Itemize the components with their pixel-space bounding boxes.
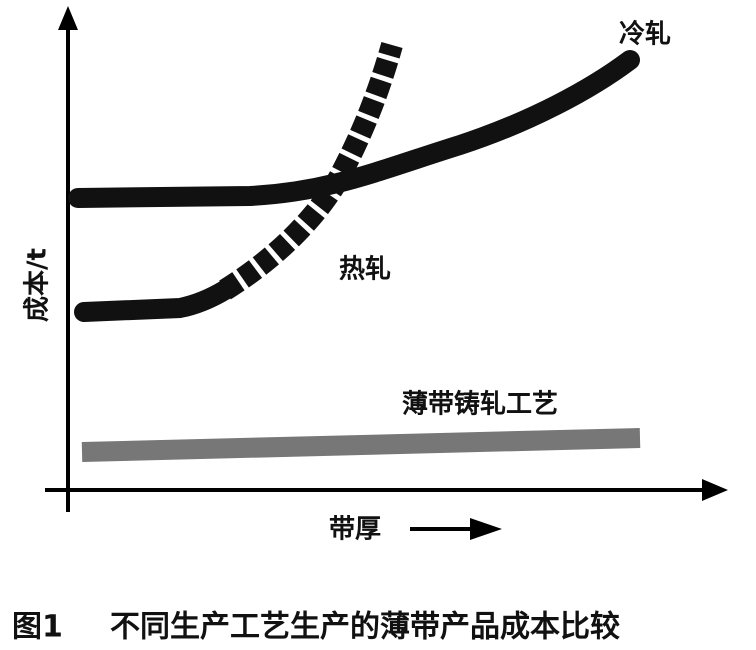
caption-number: 图1: [12, 610, 63, 645]
curve-label: 热轧: [339, 255, 391, 285]
x-direction-arrowhead: [470, 518, 502, 540]
strip-casting-curve: [81, 428, 641, 462]
x-axis-label: 带厚: [329, 515, 381, 545]
hot-rolled-curve: [74, 280, 235, 322]
y-axis-arrow: [58, 6, 78, 30]
curve-label: 冷轧: [619, 19, 671, 50]
y-axis-label: 成本/t: [23, 248, 53, 322]
hot-rolled-curve-dashed: [219, 42, 403, 300]
caption-text: 不同生产工艺生产的薄带产品成本比较: [110, 610, 620, 645]
cold-rolled-curve: [68, 50, 640, 208]
x-axis-arrow: [702, 479, 728, 501]
curve-label: 薄带铸轧工艺: [402, 390, 558, 420]
